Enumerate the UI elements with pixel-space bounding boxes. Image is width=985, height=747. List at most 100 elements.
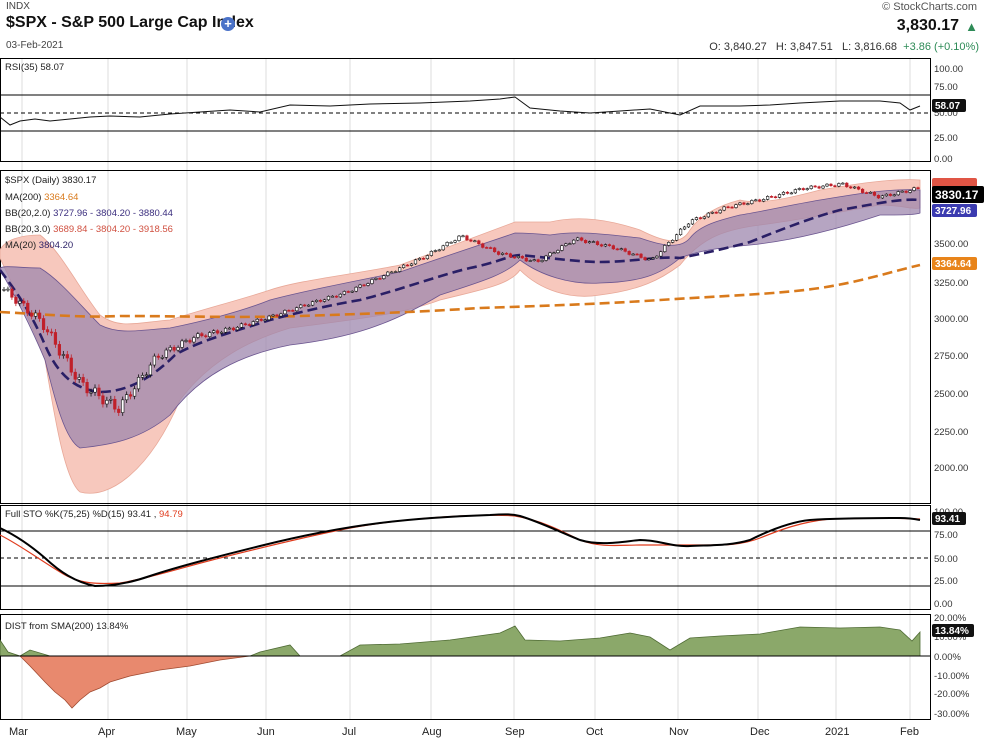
candle-body	[619, 248, 623, 250]
candle-body	[168, 347, 172, 351]
candle-body	[647, 258, 651, 261]
x-tick-jun: Jun	[257, 726, 275, 738]
candle-body	[10, 288, 14, 298]
candle-body	[402, 264, 406, 268]
candle-body	[283, 310, 287, 315]
candle-body	[354, 286, 358, 292]
open-value: 3,840.27	[723, 41, 767, 53]
candle-body	[413, 259, 418, 265]
x-tick-apr: Apr	[98, 726, 115, 738]
candle-body	[457, 235, 461, 241]
candle-body	[22, 300, 26, 304]
candle-body	[884, 193, 888, 197]
candle-body	[2, 289, 6, 291]
candle-body	[833, 185, 837, 187]
candle-body	[370, 279, 374, 284]
rsi-tick-25: 25.00	[934, 133, 958, 144]
candle-body	[627, 251, 631, 255]
candle-body	[390, 271, 394, 274]
candle-body	[635, 253, 639, 256]
candle-body	[109, 398, 113, 401]
candle-body	[38, 312, 42, 319]
price-tick-2250: 2250.00	[934, 427, 968, 438]
candle-body	[235, 326, 240, 331]
candle-body	[433, 250, 437, 252]
candle-body	[223, 327, 228, 333]
candle-body	[496, 251, 501, 255]
rsi-tick-0: 0.00	[934, 154, 953, 165]
candle-body	[849, 186, 853, 189]
candle-body	[129, 394, 133, 397]
candle-body	[220, 331, 224, 334]
candle-body	[366, 283, 370, 286]
candle-body	[326, 296, 331, 301]
candle-body	[861, 188, 865, 193]
price-panel	[0, 170, 931, 504]
candle-body	[287, 310, 291, 312]
candle-body	[113, 398, 117, 410]
candle-body	[773, 196, 778, 199]
candle-body	[318, 299, 323, 302]
plus-circle-icon[interactable]: +	[221, 17, 235, 31]
candle-body	[473, 240, 477, 243]
candle-body	[394, 271, 398, 273]
candle-body	[841, 182, 845, 185]
candle-body	[718, 209, 722, 214]
candle-body	[378, 278, 382, 280]
candle-body	[821, 185, 825, 189]
candle-body	[504, 252, 509, 255]
dist-label: DIST from SMA(200) 13.84%	[5, 621, 129, 632]
candle-body	[350, 290, 354, 293]
candle-body	[227, 327, 232, 330]
candle-body	[409, 263, 414, 266]
candle-body	[710, 211, 714, 214]
candle-body	[45, 329, 50, 333]
candle-body	[26, 302, 30, 314]
price-value-tag	[932, 186, 984, 203]
candle-body	[255, 318, 259, 322]
candle-body	[595, 241, 600, 245]
candle-body	[101, 395, 105, 405]
candle-body	[322, 299, 327, 302]
sto-tag-text: 93.41	[935, 514, 960, 525]
candle-body	[524, 257, 528, 262]
x-tick-jul: Jul	[342, 726, 356, 738]
candle-body	[303, 304, 307, 307]
candle-body	[49, 331, 54, 334]
candle-body	[429, 250, 433, 256]
candle-body	[853, 186, 857, 189]
candle-body	[512, 256, 517, 259]
sto-tick-25: 25.00	[934, 576, 958, 587]
dist-tick-m30: -30.00%	[934, 709, 970, 720]
candle-body	[30, 312, 34, 317]
candle-body	[342, 291, 346, 295]
candle-body	[659, 251, 663, 257]
candle-body	[591, 241, 596, 243]
candle-body	[872, 191, 877, 196]
bb-2-band	[0, 189, 921, 449]
candle-body	[754, 199, 758, 202]
candle-body	[580, 237, 584, 241]
candle-body	[734, 204, 738, 208]
x-tick-dec: Dec	[750, 726, 770, 738]
candle-body	[868, 191, 873, 194]
dist-tick-10: 10.00%	[934, 632, 967, 643]
candle-body	[93, 387, 97, 393]
candle-body	[295, 307, 299, 312]
chart-header: INDX $SPX - S&P 500 Large Cap Index + 03…	[0, 0, 985, 58]
dist-tick-m10: -10.00%	[934, 671, 970, 682]
candle-body	[746, 203, 750, 205]
candle-body	[888, 193, 892, 196]
candle-body	[251, 321, 255, 326]
price-tick-2000: 2000.00	[934, 463, 968, 474]
candle-body	[421, 258, 426, 260]
candle-body	[192, 337, 196, 343]
candle-body	[136, 377, 141, 390]
candle-body	[675, 234, 679, 241]
candle-body	[231, 327, 236, 331]
candle-body	[41, 318, 46, 330]
candle-body	[85, 382, 89, 394]
candle-body	[57, 344, 61, 356]
candle-body	[105, 399, 109, 405]
